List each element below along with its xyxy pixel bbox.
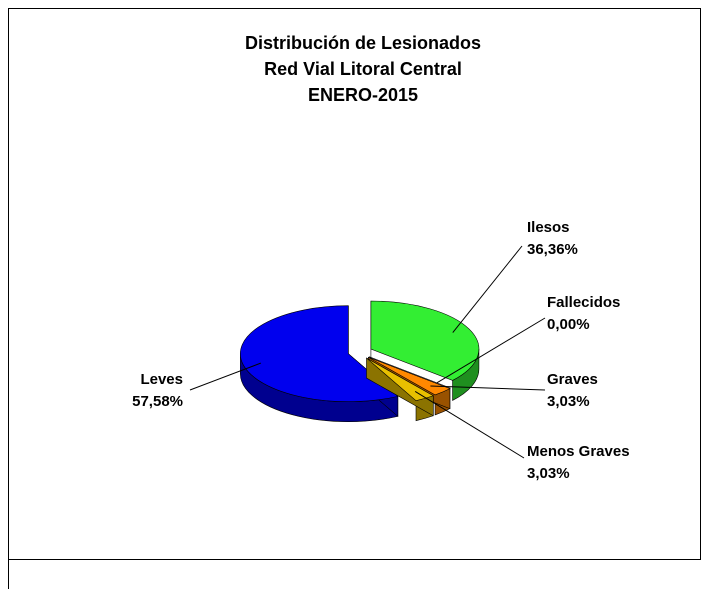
leader-line (430, 385, 546, 391)
leader-line (414, 391, 525, 459)
value-label: 3,03% (527, 465, 570, 482)
leader-line (436, 317, 546, 384)
chart-title: ENERO-2015 (308, 85, 418, 105)
value-label: 36,36% (527, 241, 578, 258)
chart-title: Red Vial Litoral Central (264, 59, 462, 79)
leader-line (452, 245, 523, 333)
chart-title: Distribución de Lesionados (245, 33, 481, 53)
slice (370, 300, 480, 381)
frame (8, 8, 701, 560)
slice (366, 357, 434, 402)
slice (368, 356, 451, 396)
slice (240, 305, 399, 402)
slice-label: Fallecidos (547, 294, 620, 311)
slice-label: Ilesos (527, 219, 570, 236)
slice-label: Graves (547, 371, 598, 388)
leader-line (189, 362, 262, 391)
value-label: 3,03% (547, 393, 590, 410)
slice-label: Menos Graves (527, 443, 630, 460)
value-label: 0,00% (547, 316, 590, 333)
slice-label: Leves (140, 371, 183, 388)
value-label: 57,58% (132, 393, 183, 410)
